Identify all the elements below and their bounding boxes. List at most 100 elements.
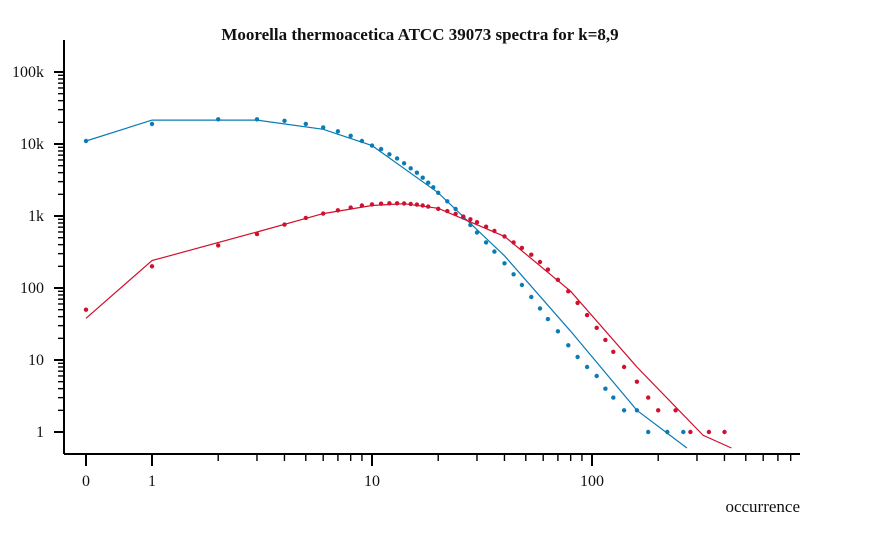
data-point (566, 343, 571, 348)
data-point (414, 170, 420, 175)
y-tick-label: 100k (12, 64, 44, 81)
x-tick-label: 1 (148, 473, 156, 490)
x-tick-label: 0 (82, 473, 90, 490)
data-point (369, 143, 375, 148)
data-point (502, 234, 507, 239)
y-tick-label: 1 (36, 424, 44, 441)
axes: 1 10 100 1k 10k 100k 0 1 10 100 (12, 40, 800, 490)
data-point (584, 312, 590, 318)
data-point (282, 222, 287, 227)
data-point (303, 121, 308, 127)
data-point (519, 282, 525, 288)
data-point (594, 325, 599, 330)
data-point (461, 214, 466, 219)
data-point (537, 259, 543, 265)
data-point (621, 408, 627, 413)
data-point (646, 395, 651, 400)
data-point (575, 300, 580, 306)
data-point (545, 267, 551, 272)
data-point (492, 249, 497, 254)
x-tick-label: 10 (364, 473, 380, 490)
data-point (426, 180, 431, 185)
data-point (688, 429, 693, 435)
data-point (483, 240, 489, 245)
data-point (545, 316, 551, 322)
data-point (492, 228, 497, 234)
data-point (646, 429, 651, 435)
fit-line (85, 203, 732, 449)
data-point (387, 152, 392, 157)
data-point (321, 211, 326, 216)
data-point (681, 429, 686, 435)
data-point (566, 289, 571, 294)
data-point (335, 208, 341, 213)
data-point (474, 220, 480, 225)
data-point (303, 215, 308, 221)
data-point (394, 156, 400, 161)
data-point (621, 364, 627, 370)
data-point (369, 202, 375, 207)
data-point (502, 261, 507, 266)
data-point (594, 373, 599, 379)
data-point (414, 202, 420, 207)
data-point (453, 206, 458, 212)
data-point (511, 272, 516, 277)
x-axis-label: occurrence (725, 497, 800, 516)
data-point (603, 386, 608, 391)
data-point (445, 208, 450, 214)
x-tick-label: 100 (580, 473, 604, 490)
data-point (468, 217, 473, 222)
data-point (359, 203, 365, 208)
data-point (468, 222, 473, 228)
data-point (603, 337, 608, 343)
data-point (555, 329, 561, 334)
data-point (359, 138, 365, 144)
data-point (665, 429, 670, 435)
data-point (426, 204, 431, 209)
data-point (378, 146, 384, 152)
data-point (584, 364, 590, 370)
data-point (519, 245, 525, 251)
data-point (634, 379, 640, 384)
data-points (83, 117, 727, 435)
data-point (282, 118, 287, 124)
y-tick-label: 10 (28, 352, 44, 369)
data-point (401, 161, 407, 166)
data-point (83, 138, 89, 144)
data-point (673, 408, 678, 413)
data-point (401, 201, 407, 206)
data-point (453, 211, 458, 217)
data-point (254, 117, 260, 122)
data-point (408, 201, 413, 207)
data-point (149, 121, 155, 127)
data-point (216, 243, 221, 248)
data-point (149, 264, 155, 269)
data-point (321, 125, 326, 130)
data-point (656, 408, 661, 413)
data-point (431, 185, 436, 190)
data-point (408, 166, 413, 171)
data-point (474, 230, 480, 235)
chart-title: Moorella thermoacetica ATCC 39073 spectr… (221, 25, 618, 44)
data-point (537, 306, 543, 311)
data-point (722, 429, 727, 435)
data-point (387, 201, 392, 206)
y-tick-label: 10k (20, 136, 44, 153)
data-point (445, 199, 450, 204)
data-point (529, 252, 534, 257)
data-point (216, 117, 221, 122)
data-point (555, 277, 561, 282)
y-tick-label: 1k (28, 208, 44, 225)
fit-line (85, 119, 688, 449)
data-point (394, 201, 400, 206)
data-point (529, 294, 534, 300)
data-point (483, 224, 489, 229)
data-point (254, 231, 260, 237)
data-point (378, 201, 384, 206)
data-point (83, 307, 89, 312)
data-point (611, 349, 616, 354)
data-point (611, 395, 616, 400)
y-tick-label: 100 (20, 280, 44, 297)
data-point (436, 206, 441, 211)
